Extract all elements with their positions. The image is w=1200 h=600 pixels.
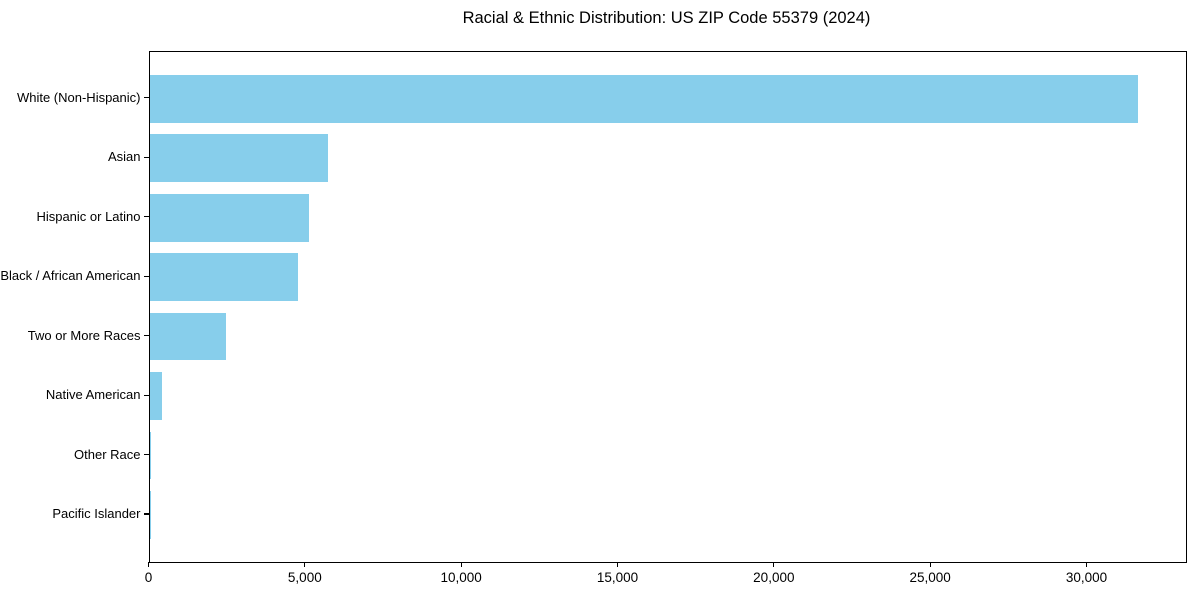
y-axis-label: Two or More Races	[27, 327, 141, 343]
y-axis-tick	[144, 156, 149, 158]
bar-white-non-hispanic	[149, 75, 1138, 123]
x-axis-tick-label: 10,000	[440, 569, 482, 585]
x-axis-tick-label: 15,000	[596, 569, 639, 585]
y-axis-label: Pacific Islander	[52, 506, 141, 522]
bar-asian	[149, 134, 328, 183]
y-axis-tick	[144, 513, 149, 515]
y-axis-label: Other Race	[74, 446, 141, 462]
bar-black-african-american	[149, 253, 299, 301]
plot-area	[148, 51, 1187, 563]
x-axis-tick	[460, 562, 462, 567]
bar-hispanic-or-latino	[149, 193, 309, 242]
y-axis-tick	[144, 454, 149, 456]
x-axis-tick	[616, 562, 619, 567]
y-axis-tick	[144, 394, 149, 396]
y-axis-label: Asian	[107, 149, 141, 165]
y-axis-label: White (Non-Hispanic)	[16, 89, 141, 105]
x-axis-tick	[304, 562, 306, 567]
x-axis-tick-label: 25,000	[909, 569, 951, 585]
chart-title: Racial & Ethnic Distribution: US ZIP Cod…	[462, 9, 871, 27]
y-axis-label: Black / African American	[0, 268, 141, 284]
y-axis-tick	[144, 275, 149, 277]
x-axis-tick-label: 20,000	[753, 569, 795, 585]
x-axis-tick	[773, 562, 775, 567]
y-axis-label: Native American	[45, 387, 141, 403]
bar-other-race	[149, 431, 152, 480]
x-axis-tick-label: 5,000	[287, 569, 322, 585]
x-axis-tick	[929, 562, 931, 567]
x-axis-tick	[147, 562, 150, 567]
y-axis-tick	[144, 97, 149, 99]
x-axis-tick-label: 0	[144, 569, 153, 585]
y-axis-tick	[144, 216, 149, 218]
x-axis-tick	[1085, 562, 1088, 567]
x-axis-tick-label: 30,000	[1065, 569, 1108, 585]
y-axis-tick	[144, 335, 149, 337]
bar-two-or-more-races	[149, 312, 227, 361]
bar-native-american	[149, 372, 162, 420]
y-axis-label: Hispanic or Latino	[36, 208, 141, 224]
